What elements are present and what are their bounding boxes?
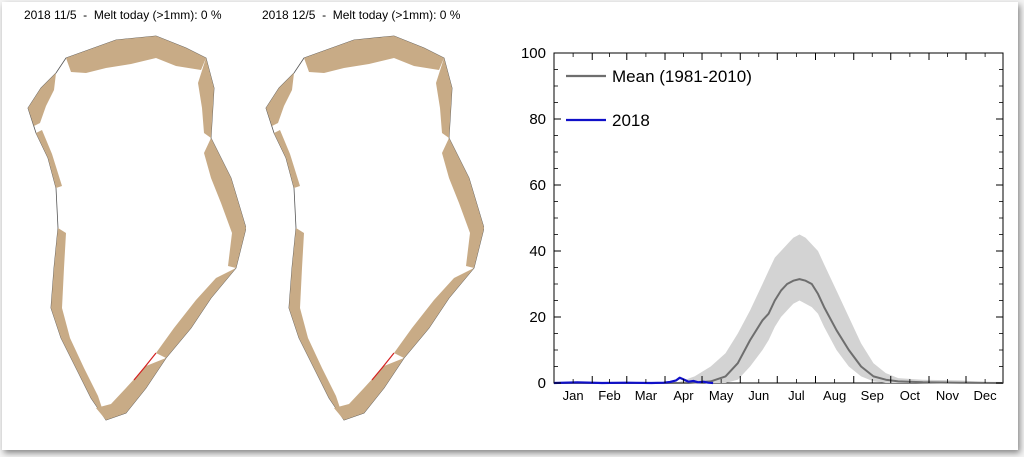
land-east [204, 138, 246, 268]
legend: Mean (1981-2010) 2018 [566, 67, 752, 130]
land-northwest [28, 73, 56, 126]
x-tick-label: May [709, 388, 734, 403]
melt-extent-chart: 0 20 40 60 80 100 Jan Feb Mar Apr May Jun Jul Aug Sep O… [521, 45, 1004, 403]
x-tick-label: Jan [563, 388, 584, 403]
x-tick-label: Jul [788, 388, 805, 403]
axis-layer: 0 20 40 60 80 100 Jan Feb Mar Apr May Jun Jul Aug Sep O… [521, 45, 1003, 403]
series-layer [553, 278, 1004, 385]
y-tick-label: 20 [529, 309, 546, 326]
map2-melt-label: Melt today (>1mm): 0 % [332, 8, 461, 22]
melt-coast [133, 352, 157, 381]
map1-date: 2018 11/5 [24, 8, 77, 22]
range-band [554, 234, 1003, 383]
greenland-map-1 [27, 35, 246, 421]
land-southeast [156, 268, 236, 358]
y-tick-label: 80 [529, 111, 546, 128]
land-west [51, 228, 106, 420]
series-line-1 [553, 376, 714, 385]
map1-separator: - [83, 8, 88, 22]
map2-date: 2018 12/5 [262, 8, 316, 22]
legend-label-0: Mean (1981-2010) [612, 67, 752, 86]
x-tick-label: Nov [936, 388, 960, 403]
x-tick-label: Sep [861, 388, 884, 403]
land-southeast [394, 268, 474, 358]
y-tick-label: 100 [521, 45, 546, 62]
x-tick-label: Mar [635, 388, 658, 403]
land-northeast [436, 58, 452, 138]
land-south [334, 358, 404, 420]
map2-title: 2018 12/5 - Melt today (>1mm): 0 % [262, 8, 460, 22]
land-north [304, 36, 444, 73]
land-northwest [266, 73, 294, 126]
melt-coast [371, 352, 395, 381]
x-tick-label: Oct [900, 388, 921, 403]
x-tick-label: Feb [598, 388, 620, 403]
greenland-shape [27, 35, 246, 421]
map1-melt-label: Melt today (>1mm): 0 % [93, 8, 222, 22]
map1-title: 2018 11/5 - Melt today (>1mm): 0 % [24, 8, 222, 22]
land-north [66, 36, 206, 73]
land-west-upper [36, 130, 62, 188]
land-west [289, 228, 344, 420]
land-northeast [198, 58, 214, 138]
y-tick-label: 60 [529, 177, 546, 194]
legend-label-1: 2018 [612, 111, 650, 130]
map2-separator: - [322, 8, 327, 22]
x-tick-label: Aug [823, 388, 846, 403]
land-west-upper [274, 130, 300, 188]
y-tick-label: 40 [529, 243, 546, 260]
x-tick-label: Apr [673, 388, 694, 403]
plot-area [553, 52, 1004, 384]
greenland-map-2 [265, 35, 484, 421]
series-line-0 [554, 278, 1004, 384]
land-south [96, 358, 166, 420]
greenland-shape [265, 35, 484, 421]
range-band-layer [554, 234, 1003, 383]
land-east [442, 138, 484, 268]
x-tick-label: Dec [974, 388, 998, 403]
y-tick-label: 0 [538, 375, 546, 392]
x-tick-label: Jun [748, 388, 769, 403]
